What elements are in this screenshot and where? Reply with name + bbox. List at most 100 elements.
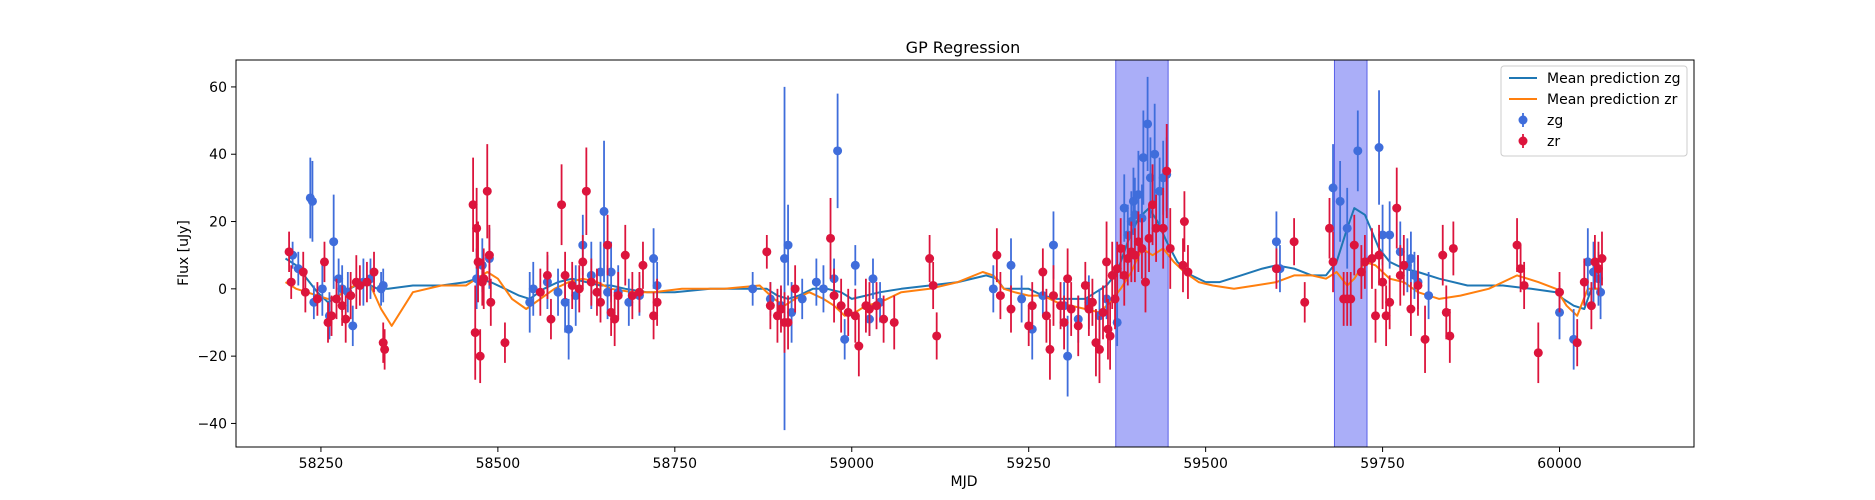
data-point-zr [596,297,605,307]
data-point-zr [535,287,545,297]
data-point-zg [1406,254,1416,264]
data-point-zr [638,260,648,270]
data-point-zr [1179,217,1189,227]
data-point-zr [1367,254,1377,264]
data-point-zr [772,311,782,321]
data-point-zr [1098,307,1108,317]
data-point-zg [850,260,860,270]
data-point-zg [1133,190,1143,200]
data-point-zg [1583,257,1593,267]
data-point-zr [355,280,365,290]
data-point-zg [553,287,563,297]
x-tick-label: 59250 [1006,456,1051,472]
data-point-zr [1091,338,1101,348]
data-point-zr [1271,264,1281,274]
data-point-zr [1133,237,1143,247]
data-point-zr [1445,331,1455,341]
data-point-zg [1145,173,1155,183]
data-point-zr [1572,338,1582,348]
data-point-zr [1041,311,1051,321]
legend-label: zr [1547,134,1560,150]
data-point-zr [776,304,786,314]
data-point-zg [783,240,793,250]
data-point-zg [1378,230,1388,240]
y-tick-label: −40 [197,416,227,432]
data-point-zr [1162,166,1172,176]
data-point-zr [362,277,372,287]
data-point-zr [928,280,938,290]
data-point-zr [843,307,853,317]
legend-box [1500,65,1688,157]
data-point-zr [1593,264,1603,274]
data-point-zg [317,284,327,294]
legend-label: Mean prediction zr [1547,92,1678,108]
data-point-zr [1073,321,1083,331]
data-point-zg [1143,119,1153,129]
data-point-zg [1271,237,1281,247]
data-point-zr [1056,301,1066,311]
data-point-zr [1399,260,1409,270]
chart-title: GP Regression [906,38,1021,57]
data-point-zr [762,247,772,257]
data-point-zg [1409,270,1419,280]
data-points [284,76,1607,431]
data-point-zr [1346,294,1356,304]
data-point-zr [486,297,496,307]
data-point-zr [1102,257,1112,267]
data-point-zg [624,297,634,307]
data-point-zg [1424,291,1434,301]
data-point-zr [1105,331,1115,341]
x-tick-label: 59500 [1183,456,1228,472]
data-point-zr [1300,297,1310,307]
data-point-zr [854,341,864,351]
data-point-zg [780,254,790,264]
data-point-zg [1119,203,1129,213]
data-point-zg [1006,260,1016,270]
data-point-zr [337,301,347,311]
data-point-zr [284,247,294,257]
plot-area [284,59,1607,448]
data-point-zr [341,314,351,324]
data-point-zr [1328,257,1338,267]
data-point-zg [811,277,821,287]
data-point-zr [995,291,1005,301]
data-point-zg [988,284,998,294]
data-point-zr [829,291,839,301]
data-point-zr [1148,200,1158,210]
data-point-zg [748,284,758,294]
data-point-zr [346,291,356,301]
data-point-zr [369,267,379,277]
data-point-zr [1356,267,1366,277]
data-point-zr [1441,307,1451,317]
data-point-zr [1349,240,1359,250]
y-tick-label: 40 [209,147,227,163]
data-point-zr [1094,344,1104,354]
data-point-zg [1385,230,1395,240]
data-point-zr [790,284,800,294]
data-point-zr [581,186,591,196]
x-tick-label: 59750 [1360,456,1405,472]
data-point-zr [992,250,1002,260]
data-point-zg [596,267,605,277]
data-point-zr [567,280,577,290]
x-tick-label: 59000 [829,456,874,472]
legend-swatch-marker [1518,136,1528,146]
y-axis: −40 −20 0 20 40 60 [197,80,236,432]
data-point-zr [1512,240,1522,250]
data-point-zr [1448,243,1458,253]
data-point-zr [1006,304,1016,314]
data-point-zr [603,240,613,250]
data-point-zr [546,314,556,324]
data-point-zr [649,311,659,321]
data-point-zr [1413,280,1423,290]
x-tick-label: 60000 [1537,456,1582,472]
data-point-zr [1385,297,1395,307]
data-point-zg [1130,210,1140,220]
data-point-zr [586,277,596,287]
data-point-zr [836,301,846,311]
x-axis-label: MJD [951,474,978,490]
data-point-zr [1137,243,1147,253]
data-point-zr [1038,267,1048,277]
data-point-zr [1516,264,1526,274]
data-point-zg [787,307,797,317]
